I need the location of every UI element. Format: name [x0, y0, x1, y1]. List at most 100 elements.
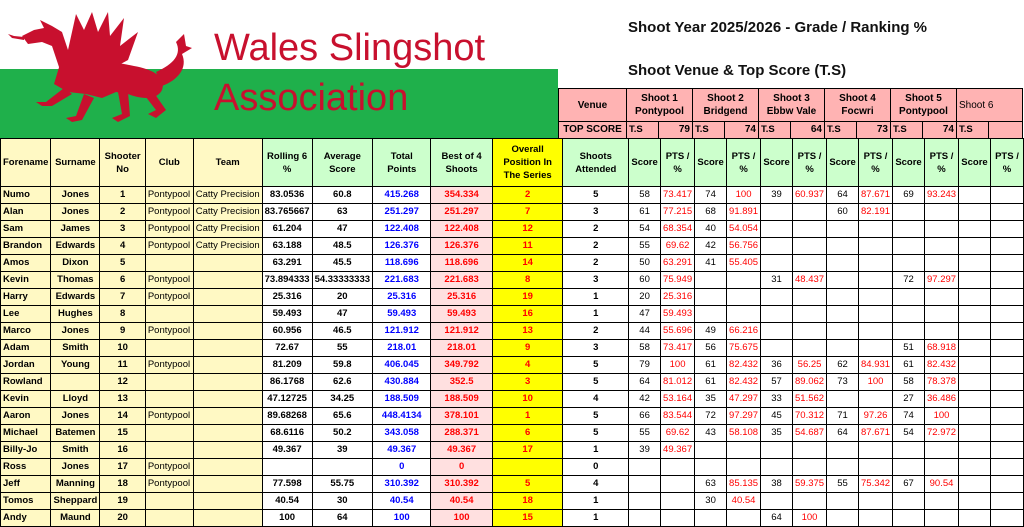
cell-average: 60.8 — [311, 186, 374, 204]
cell-club: Pontypool — [144, 203, 194, 221]
cell-rolling: 86.1768 — [261, 373, 313, 391]
cell-surname: James — [50, 220, 101, 238]
cell-shooter-no: 7 — [99, 288, 146, 306]
cell-shoot-4-score — [826, 390, 859, 408]
cell-shoot-6-score — [958, 203, 991, 221]
cell-shoot-2-pts — [726, 271, 762, 289]
cell-shoot-2-pts: 55.405 — [726, 254, 762, 272]
cell-forename: Lee — [0, 305, 52, 323]
cell-surname: Maund — [50, 509, 101, 527]
cell-average: 47 — [311, 220, 374, 238]
cell-shoot-5-score — [892, 237, 925, 255]
cell-total: 221.683 — [372, 271, 432, 289]
col-score-4: Score — [826, 138, 859, 187]
cell-shooter-no: 8 — [99, 305, 146, 323]
table-row: Rowland 12 86.1768 62.6 430.884 352.5 3 5 64 81.0… — [0, 373, 1024, 391]
cell-position: 13 — [491, 322, 564, 340]
cell-team — [192, 509, 263, 527]
table-row: Adam Smith 10 72.67 55 218.01 218.01 9 3 58 73.417… — [0, 339, 1024, 357]
cell-rolling: 68.6116 — [261, 424, 313, 442]
cell-shoot-2-pts: 100 — [726, 186, 762, 204]
cell-shoot-6-score — [958, 237, 991, 255]
cell-shoot-4-pts: 87.671 — [857, 424, 894, 442]
cell-position: 18 — [491, 492, 564, 510]
cell-forename: Sam — [0, 220, 52, 238]
cell-shoot-2-pts: 56.756 — [726, 237, 762, 255]
cell-team — [192, 305, 263, 323]
cell-shoot-5-pts — [923, 254, 960, 272]
cell-shoot-1-pts: 53.164 — [660, 390, 696, 408]
cell-shoot-1-score: 58 — [628, 339, 662, 357]
col-pts-6: PTS / % — [989, 138, 1024, 187]
cell-shoot-5-pts — [923, 458, 960, 476]
cell-shoot-2-pts: 91.891 — [726, 203, 762, 221]
cell-shoot-5-score: 27 — [892, 390, 925, 408]
cell-attended: 5 — [562, 356, 630, 374]
cell-total: 49.367 — [372, 441, 432, 459]
cell-shoot-3-pts: 56.25 — [792, 356, 828, 374]
cell-rolling: 40.54 — [261, 492, 313, 510]
cell-shoot-4-score — [826, 254, 859, 272]
cell-rolling: 49.367 — [261, 441, 313, 459]
cell-attended: 1 — [562, 288, 630, 306]
cell-shoot-4-score: 55 — [826, 475, 859, 493]
cell-shoot-5-score — [892, 220, 925, 238]
cell-shoot-5-score: 67 — [892, 475, 925, 493]
cell-shoot-3-pts — [792, 254, 828, 272]
cell-shoot-6-pts — [989, 288, 1024, 306]
cell-shoot-6-score — [958, 339, 991, 357]
cell-surname: Edwards — [50, 288, 101, 306]
table-row: Sam James 3 Pontypool Catty Precision 61.204 4… — [0, 220, 1024, 238]
cell-best4: 221.683 — [430, 271, 493, 289]
cell-club — [144, 373, 194, 391]
cell-shoot-2-score: 61 — [694, 373, 728, 391]
cell-total: 188.509 — [372, 390, 432, 408]
cell-team — [192, 254, 263, 272]
cell-shoot-2-score: 40 — [694, 220, 728, 238]
cell-rolling: 89.68268 — [261, 407, 313, 425]
table-row: Kevin Lloyd 13 47.12725 34.25 188.509 188.509 1… — [0, 390, 1024, 408]
venue-shoot-2: Shoot 2 Bridgend — [692, 88, 759, 122]
cell-club — [144, 492, 194, 510]
cell-surname: Dixon — [50, 254, 101, 272]
cell-shoot-4-pts — [857, 254, 894, 272]
venue-table: Venue Shoot 1 Pontypool Shoot 2 Bridgend… — [558, 88, 1023, 139]
cell-rolling: 83.0536 — [261, 186, 313, 204]
cell-shoot-3-score: 64 — [760, 509, 794, 527]
cell-shoot-1-score: 66 — [628, 407, 662, 425]
cell-club: Pontypool — [144, 220, 194, 238]
cell-shoot-1-score — [628, 475, 662, 493]
cell-shoot-5-pts — [923, 492, 960, 510]
cell-rolling: 60.956 — [261, 322, 313, 340]
cell-position: 4 — [491, 356, 564, 374]
cell-position — [491, 458, 564, 476]
cell-shoot-3-score — [760, 237, 794, 255]
cell-forename: Ross — [0, 458, 52, 476]
cell-club: Pontypool — [144, 271, 194, 289]
cell-shoot-3-score — [760, 305, 794, 323]
cell-shoot-6-score — [958, 322, 991, 340]
cell-team: Catty Precision — [192, 203, 263, 221]
cell-shoot-3-pts — [792, 322, 828, 340]
cell-rolling: 47.12725 — [261, 390, 313, 408]
cell-shoot-6-pts — [989, 254, 1024, 272]
cell-shoot-1-pts: 100 — [660, 356, 696, 374]
cell-shooter-no: 14 — [99, 407, 146, 425]
ts-label: T.S — [824, 121, 857, 139]
table-row: Marco Jones 9 Pontypool 60.956 46.5 121.912 121… — [0, 322, 1024, 340]
cell-club: Pontypool — [144, 322, 194, 340]
top-score-shoot-4: 73 — [856, 121, 891, 139]
cell-best4: 100 — [430, 509, 493, 527]
cell-total: 122.408 — [372, 220, 432, 238]
cell-shoot-4-score — [826, 271, 859, 289]
venue-shoot-1: Shoot 1 Pontypool — [626, 88, 693, 122]
cell-club: Pontypool — [144, 288, 194, 306]
cell-shoot-5-score: 74 — [892, 407, 925, 425]
cell-shoot-3-pts — [792, 237, 828, 255]
cell-forename: Kevin — [0, 390, 52, 408]
cell-position: 8 — [491, 271, 564, 289]
cell-shoot-2-pts: 82.432 — [726, 373, 762, 391]
cell-total: 126.376 — [372, 237, 432, 255]
venue-shoot-3: Shoot 3 Ebbw Vale — [758, 88, 825, 122]
cell-best4: 288.371 — [430, 424, 493, 442]
